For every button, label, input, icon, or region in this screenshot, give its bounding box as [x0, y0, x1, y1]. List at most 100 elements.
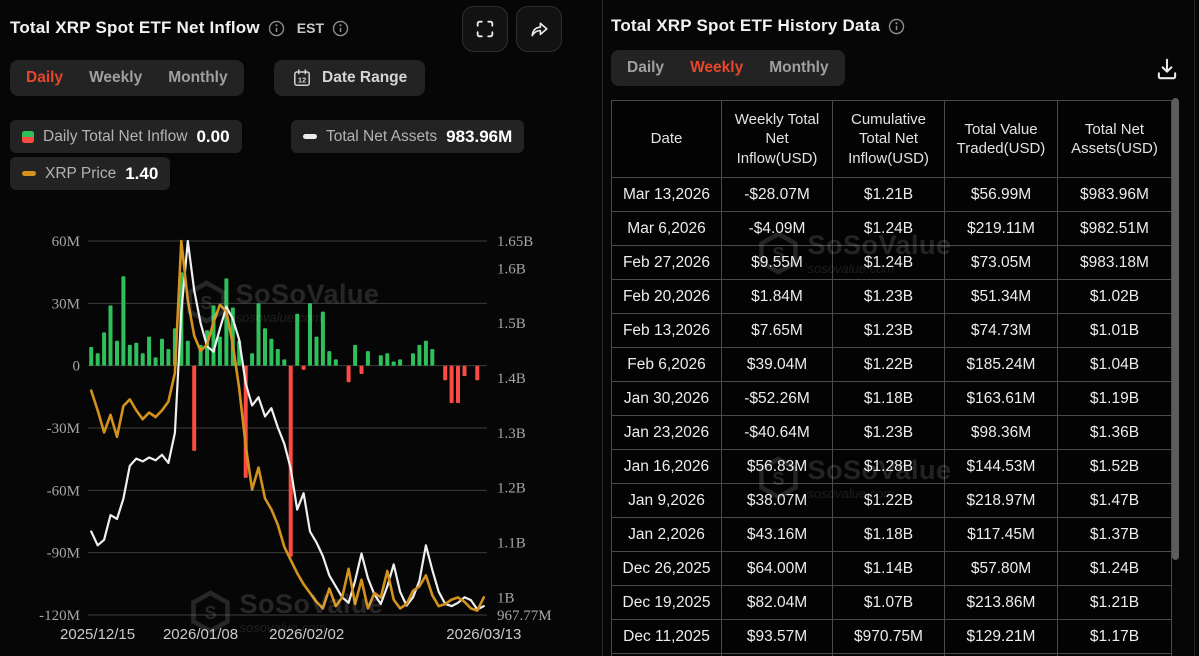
cell-cumulative-inflow: $1.18B — [832, 517, 945, 552]
legend-item-xrp-price[interactable]: XRP Price 1.40 — [10, 157, 171, 190]
inflow-bar-positive — [417, 344, 422, 366]
cell-cumulative-inflow: $1.14B — [832, 551, 945, 586]
cell-date: Jan 9,2026 — [611, 483, 722, 518]
history-table-container: Date Weekly Total Net Inflow(USD) Cumulati… — [611, 100, 1177, 656]
x-axis-labels: 2025/12/15 2026/01/08 2026/02/02 2026/03/13 — [60, 626, 521, 643]
cell-weekly-inflow: $7.65M — [721, 313, 833, 348]
cell-weekly-inflow: $38.07M — [721, 483, 833, 518]
right-axis-tick: 1.65B — [497, 234, 533, 250]
share-button[interactable] — [516, 6, 562, 52]
tab-weekly[interactable]: Weekly — [89, 69, 143, 86]
left-axis-tick: 0 — [73, 359, 81, 375]
cell-value-traded: $163.61M — [944, 381, 1058, 416]
cell-cumulative-inflow: $1.18B — [832, 381, 945, 416]
legend-item-daily-total-net-inflow[interactable]: Daily Total Net Inflow 0.00 — [10, 120, 242, 153]
tab-monthly[interactable]: Monthly — [769, 59, 829, 76]
right-edge-border — [1194, 0, 1195, 656]
gridlines — [88, 240, 487, 616]
inflow-bar-negative — [301, 365, 306, 370]
legend-item-total-net-assets[interactable]: Total Net Assets 983.96M — [291, 120, 525, 153]
inflow-bar-positive — [95, 353, 100, 366]
cell-net-assets: $1.04B — [1057, 347, 1172, 382]
inflow-bar-positive — [385, 353, 390, 366]
svg-text:12: 12 — [298, 76, 306, 85]
cell-date: Jan 23,2026 — [611, 415, 722, 450]
inflow-bar-positive — [140, 353, 145, 366]
table-header: Date Weekly Total Net Inflow(USD) Cumulati… — [611, 100, 1172, 178]
table-row: Dec 11,2025 $93.57M $970.75M $129.21M $1.17B — [611, 619, 1172, 654]
cell-weekly-inflow: $43.16M — [721, 517, 833, 552]
inflow-bar-positive — [411, 353, 415, 366]
fullscreen-icon — [476, 20, 494, 38]
cell-date: Jan 2,2026 — [611, 517, 722, 552]
table-row: Jan 2,2026 $43.16M $1.18B $117.45M $1.37B — [611, 517, 1172, 552]
inflow-bar-negative — [456, 365, 460, 404]
inflow-bar-positive — [147, 336, 152, 366]
cell-cumulative-inflow: $1.07B — [832, 585, 945, 620]
info-icon[interactable] — [268, 20, 285, 37]
cell-date: Dec 11,2025 — [611, 619, 722, 654]
share-icon — [531, 22, 548, 37]
cell-net-assets: $1.24B — [1057, 551, 1172, 586]
cell-net-assets: $1.37B — [1057, 517, 1172, 552]
cell-net-assets: $1.01B — [1057, 313, 1172, 348]
table-row: Feb 27,2026 $9.55M $1.24B $73.05M $983.18M — [611, 245, 1172, 280]
table-body: Mar 13,2026 -$28.07M $1.21B $56.99M $983.96M… — [611, 177, 1172, 656]
legend-label: Daily Total Net Inflow — [43, 127, 188, 145]
inflow-bar-negative — [288, 365, 293, 557]
inflow-bar-negative — [192, 365, 197, 451]
cell-date: Dec 19,2025 — [611, 585, 722, 620]
inflow-bar-positive — [314, 336, 319, 366]
right-axis-tick: 1.3B — [497, 426, 526, 442]
cell-weekly-inflow: -$28.07M — [721, 177, 833, 212]
cell-weekly-inflow: $64.00M — [721, 551, 833, 586]
cell-value-traded: $98.36M — [944, 415, 1058, 450]
history-data-panel: Total XRP Spot ETF History Data Daily Wee… — [603, 0, 1194, 656]
cell-net-assets: $1.36B — [1057, 415, 1172, 450]
info-icon[interactable] — [888, 18, 905, 35]
cell-date: Jan 16,2026 — [611, 449, 722, 484]
tab-daily[interactable]: Daily — [26, 69, 64, 86]
table-row: Jan 23,2026 -$40.64M $1.23B $98.36M $1.36B — [611, 415, 1172, 450]
cell-value-traded: $219.11M — [944, 211, 1058, 246]
inflow-bar-positive — [115, 340, 119, 366]
cell-cumulative-inflow: $970.75M — [832, 619, 945, 654]
cell-net-assets: $1.47B — [1057, 483, 1172, 518]
history-period-tabs: Daily Weekly Monthly — [611, 50, 845, 86]
left-axis-tick: -90M — [47, 546, 80, 562]
inflow-bar-positive — [256, 303, 261, 366]
inflow-bar-positive — [333, 359, 338, 366]
table-scrollbar[interactable] — [1172, 98, 1179, 560]
date-range-button[interactable]: 12 Date Range — [274, 60, 426, 96]
tab-monthly[interactable]: Monthly — [168, 69, 228, 86]
xrp-price-line — [89, 239, 486, 612]
right-axis-tick: 1.1B — [497, 536, 526, 552]
tab-weekly[interactable]: Weekly — [690, 59, 744, 76]
inflow-bar-positive — [423, 340, 428, 366]
orange-dash-icon — [22, 171, 36, 176]
cell-weekly-inflow: -$4.09M — [721, 211, 833, 246]
cell-value-traded: $117.45M — [944, 517, 1058, 552]
right-axis-labels: 1.65B 1.6B 1.5B 1.4B 1.3B 1.2B 1.1B 1B 967.77M — [497, 234, 552, 624]
left-axis-tick: 30M — [52, 296, 80, 312]
inflow-bar-positive — [211, 305, 216, 366]
inflow-bar-negative — [449, 365, 454, 404]
column-header: Weekly Total Net Inflow(USD) — [721, 100, 833, 178]
inflow-period-tabs: Daily Weekly Monthly — [10, 60, 244, 96]
cell-net-assets: $1.21B — [1057, 585, 1172, 620]
page-title: Total XRP Spot ETF Net Inflow — [10, 18, 260, 37]
info-icon[interactable] — [332, 20, 349, 37]
fullscreen-button[interactable] — [462, 6, 508, 52]
download-button[interactable] — [1154, 56, 1180, 82]
cell-date: Dec 26,2025 — [611, 551, 722, 586]
net-inflow-chart[interactable]: 60M 30M 0 -30M -60M -90M -120M 1.65B 1.6B 1.5B 1.4… — [0, 212, 602, 656]
inflow-bar-positive — [269, 338, 274, 366]
cell-cumulative-inflow: $1.22B — [832, 347, 945, 382]
cell-cumulative-inflow: $1.23B — [832, 279, 945, 314]
net-inflow-panel: Total XRP Spot ETF Net Inflow EST Daily W… — [0, 6, 602, 656]
tab-daily[interactable]: Daily — [627, 59, 665, 76]
table-row: Mar 13,2026 -$28.07M $1.21B $56.99M $983.96M — [611, 177, 1172, 212]
inflow-bar-positive — [153, 357, 158, 366]
cell-net-assets: $983.96M — [1057, 177, 1172, 212]
right-axis-tick: 1.6B — [497, 261, 526, 277]
